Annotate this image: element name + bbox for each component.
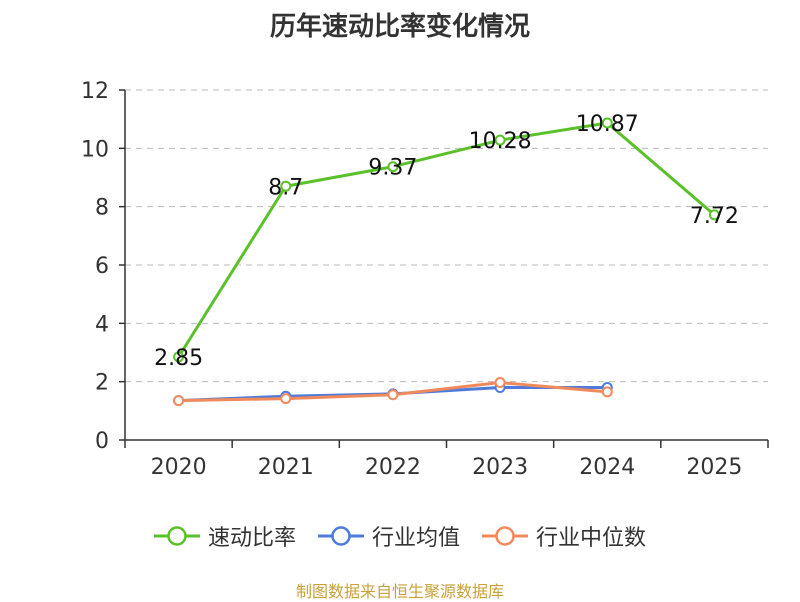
y-tick-label-8: 8 (95, 196, 109, 221)
x-tick-label-2022: 2022 (365, 455, 421, 480)
data-label-2021: 8.7 (268, 175, 303, 200)
series-2-point-2023 (494, 377, 506, 389)
series-0-point-2021 (280, 180, 292, 192)
series-0-point-2022 (387, 161, 399, 173)
legend-swatch-1 (317, 526, 364, 546)
y-tick-label-6: 6 (95, 254, 109, 279)
y-tick-label-4: 4 (95, 312, 109, 337)
legend-swatch-0 (153, 526, 200, 546)
data-label-2022: 9.37 (368, 156, 417, 181)
data-label-2025: 7.72 (690, 204, 739, 229)
x-tick-label-2021: 2021 (258, 455, 314, 480)
legend-label-1: 行业均值 (371, 526, 460, 551)
x-tick-label-2025: 2025 (686, 455, 742, 480)
y-tick-label-0: 0 (95, 429, 109, 454)
y-tick-label-10: 10 (81, 137, 109, 162)
data-label-2024: 10.87 (576, 112, 639, 137)
series-2-point-2020 (173, 395, 185, 407)
y-tick-label-2: 2 (95, 371, 109, 396)
series-0-point-2020 (173, 351, 185, 363)
series-2-point-2022 (387, 389, 399, 401)
source-note: 制图数据来自恒生聚源数据库 (295, 582, 504, 601)
series-0-point-2024 (601, 117, 613, 129)
x-tick-label-2023: 2023 (472, 455, 528, 480)
legend-swatch-2 (482, 526, 528, 546)
series-0-point-2025 (708, 209, 720, 221)
legend-item-1[interactable]: 行业均值 (317, 520, 460, 552)
legend-label-2: 行业中位数 (536, 526, 647, 551)
y-tick-label-12: 12 (81, 79, 109, 104)
series-line-0 (177, 121, 716, 358)
x-tick-label-2020: 2020 (151, 455, 207, 480)
x-tick-label-2024: 2024 (579, 455, 635, 480)
series-0-point-2023 (494, 134, 506, 146)
chart-title: 历年速动比率变化情况 (269, 12, 530, 42)
legend-label-0: 速动比率 (207, 526, 296, 551)
series-2-point-2024 (601, 386, 613, 398)
legend-item-2[interactable]: 行业中位数 (482, 520, 646, 552)
data-label-2023: 10.28 (469, 129, 532, 154)
series-2-point-2021 (280, 393, 292, 405)
legend: 速动比率 行业均值 行业中位数 (0, 520, 800, 552)
legend-item-0[interactable]: 速动比率 (153, 520, 296, 552)
data-label-2020: 2.85 (154, 346, 203, 371)
